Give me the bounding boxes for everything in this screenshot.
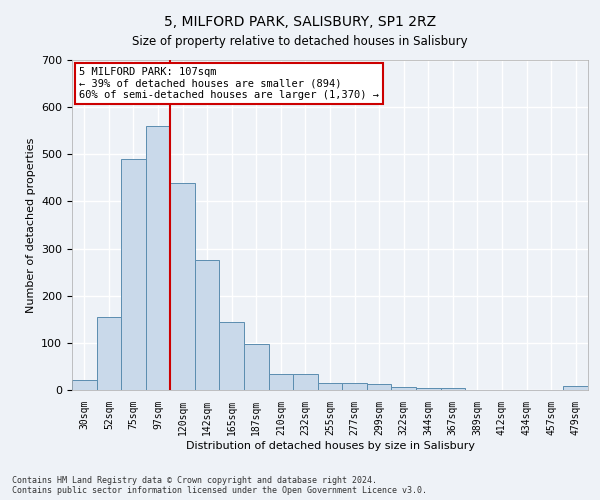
Text: Size of property relative to detached houses in Salisbury: Size of property relative to detached ho… [132,35,468,48]
Bar [293,374,318,390]
Y-axis label: Number of detached properties: Number of detached properties [26,138,35,312]
Bar [367,384,391,390]
Bar [318,383,342,390]
Text: 5 MILFORD PARK: 107sqm
← 39% of detached houses are smaller (894)
60% of semi-de: 5 MILFORD PARK: 107sqm ← 39% of detached… [79,67,379,100]
Bar [72,380,97,390]
X-axis label: Distribution of detached houses by size in Salisbury: Distribution of detached houses by size … [185,440,475,450]
Bar [440,388,465,390]
Bar [269,374,293,390]
Bar [391,387,416,390]
Bar [195,260,220,390]
Text: Contains HM Land Registry data © Crown copyright and database right 2024.
Contai: Contains HM Land Registry data © Crown c… [12,476,427,495]
Text: 5, MILFORD PARK, SALISBURY, SP1 2RZ: 5, MILFORD PARK, SALISBURY, SP1 2RZ [164,15,436,29]
Bar [170,182,195,390]
Bar [342,383,367,390]
Bar [563,386,588,390]
Bar [220,322,244,390]
Bar [146,126,170,390]
Bar [244,344,269,390]
Bar [97,317,121,390]
Bar [121,159,146,390]
Bar [416,388,440,390]
